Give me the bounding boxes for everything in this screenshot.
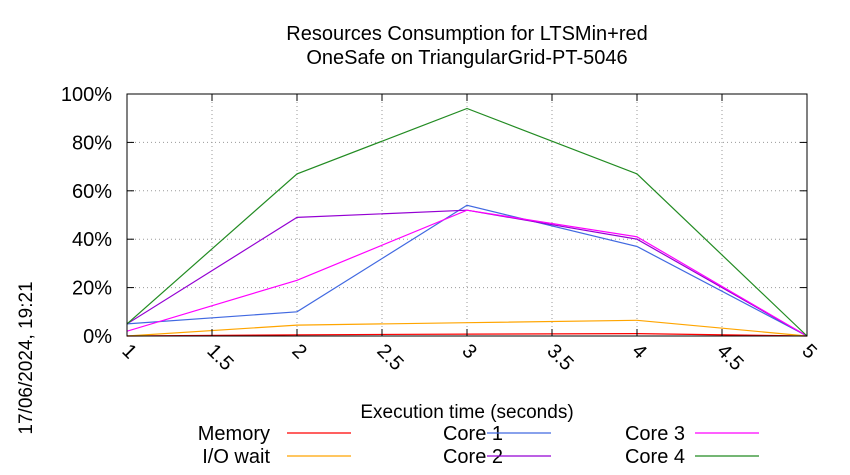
legend-item: Core 4: [625, 446, 759, 468]
y-tick-label: 60%: [72, 181, 112, 203]
ticks: 0% 20% 40% 60% 80% 100% 1 1.5 2 2.5 3 3.5 4 4.5 5: [61, 84, 821, 375]
x-tick-label: 4.5: [712, 340, 747, 375]
x-tick-label: 2.5: [372, 340, 407, 375]
legend-label: I/O wait: [202, 446, 270, 468]
series-line-core-4: [126, 107, 808, 337]
x-tick-label: 4: [627, 340, 650, 363]
x-tick-label: 3: [457, 340, 480, 363]
x-tick-label: 1: [117, 340, 140, 363]
x-tick-label: 3.5: [542, 340, 577, 375]
series-line-core-3: [126, 209, 808, 337]
legend-label: Core 3: [625, 423, 685, 445]
legend-item: Core 2: [443, 446, 551, 468]
chart-title-line: OneSafe on TriangularGrid-PT-5046: [306, 47, 627, 69]
series-line-i-o-wait: [126, 319, 808, 337]
x-tick-label: 5: [797, 340, 820, 363]
series-line-core-1: [126, 204, 808, 337]
legend-label: Core 4: [625, 446, 685, 468]
grid: [127, 94, 807, 336]
timestamp: 17/06/2024, 19:21: [16, 281, 37, 434]
x-axis-label: Execution time (seconds): [360, 402, 573, 423]
y-tick-label: 0%: [83, 326, 112, 348]
legend-label: Memory: [198, 423, 270, 445]
y-tick-label: 40%: [72, 229, 112, 251]
legend-item: Core 3: [625, 423, 759, 445]
legend-item: Core 1: [443, 423, 551, 445]
y-tick-label: 100%: [61, 84, 112, 106]
chart-title: Resources Consumption for LTSMin+redOneS…: [286, 23, 647, 69]
x-tick-label: 2: [287, 340, 310, 363]
chart-title-line: Resources Consumption for LTSMin+red: [286, 23, 647, 45]
y-tick-label: 80%: [72, 132, 112, 154]
legend-item: Memory: [198, 423, 351, 445]
legend-label: Core 1: [443, 423, 503, 445]
legend-label: Core 2: [443, 446, 503, 468]
y-tick-label: 20%: [72, 278, 112, 300]
x-tick-label: 1.5: [202, 340, 237, 375]
legend-item: I/O wait: [202, 446, 351, 468]
